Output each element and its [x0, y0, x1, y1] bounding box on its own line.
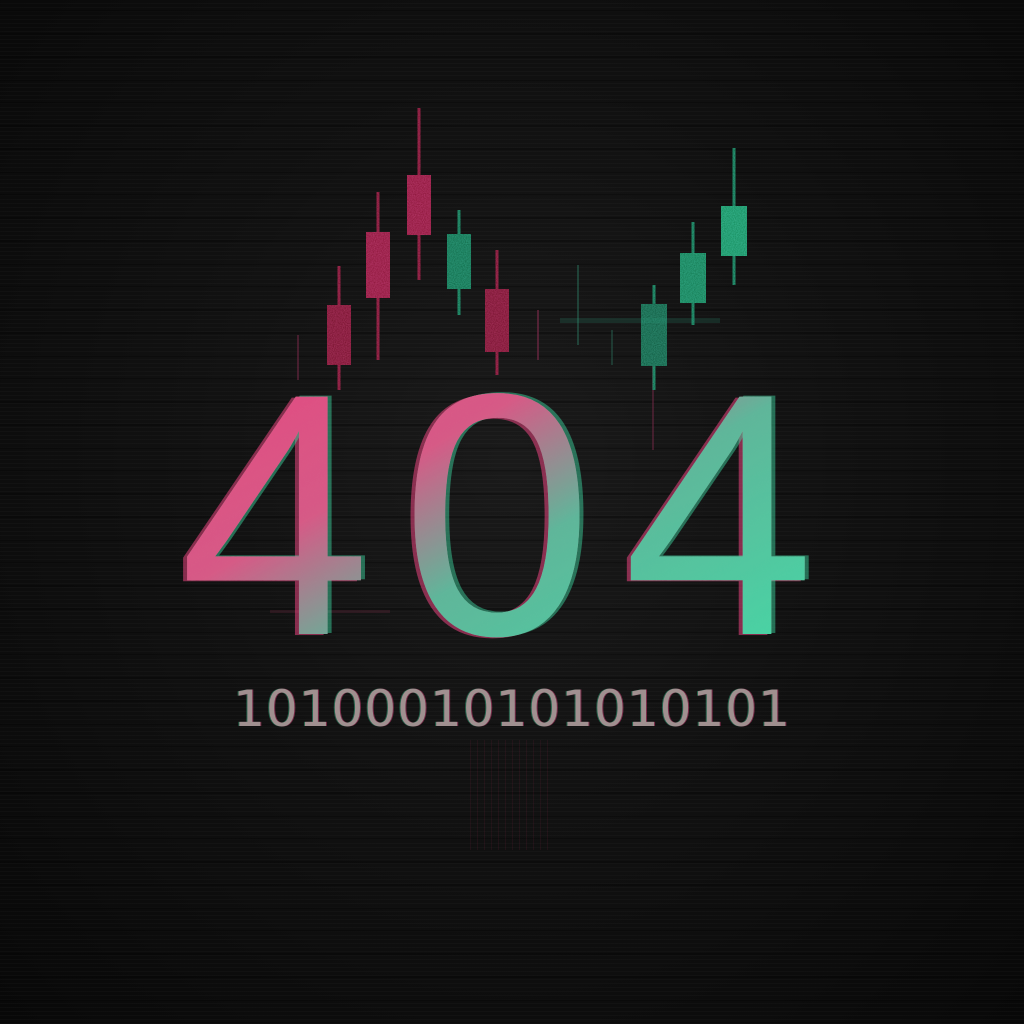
- glitch-streak: [560, 318, 720, 323]
- digit-shadow-pink: 404: [175, 330, 841, 670]
- error-code-text: 404: [179, 330, 845, 670]
- error-code-headline: 404 404 404: [175, 330, 849, 670]
- candlestick: [407, 108, 431, 280]
- candlestick: [485, 250, 509, 375]
- candlestick: [327, 266, 351, 390]
- candlestick: [366, 192, 390, 360]
- candlestick: [680, 222, 706, 325]
- glitch-streak: [270, 610, 390, 613]
- binary-string: 10100010101010101: [233, 680, 791, 738]
- candlestick: [447, 210, 471, 315]
- candlestick: [641, 285, 667, 390]
- candlestick: [721, 148, 747, 285]
- glitch-smear: [470, 740, 550, 850]
- digit-shadow-teal: 404: [183, 330, 849, 670]
